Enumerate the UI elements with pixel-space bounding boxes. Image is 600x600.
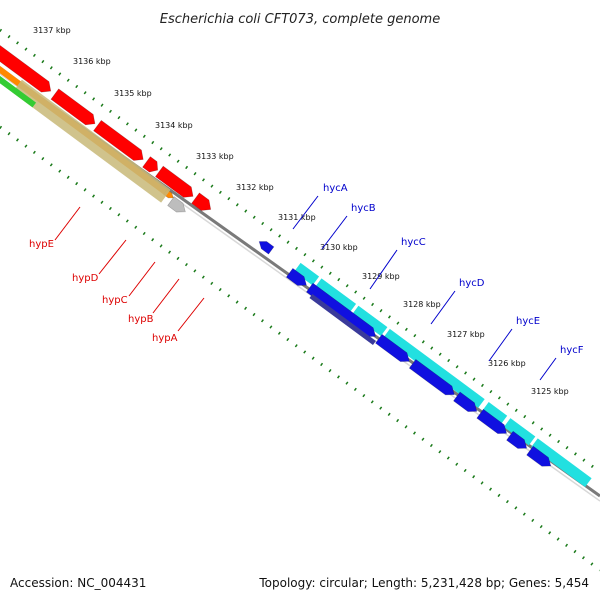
ruler-label: 3137 kbp <box>33 26 71 35</box>
gene-label-hycB: hycB <box>351 203 376 214</box>
blue-gene-8 <box>526 445 552 467</box>
ruler-label: 3132 kbp <box>236 183 274 192</box>
gene-label-leader <box>177 297 205 332</box>
khaki-gene-block <box>12 79 171 203</box>
ruler-label: 3135 kbp <box>114 89 152 98</box>
red-gene-5 <box>155 165 194 198</box>
cyan-gene-7 <box>531 438 592 488</box>
red-gene-3 <box>93 119 144 161</box>
gene-label-hycC: hycC <box>401 237 426 248</box>
gene-label-leader <box>292 195 319 230</box>
ruler-label: 3129 kbp <box>362 272 400 281</box>
blue-gene-6 <box>476 408 507 434</box>
blue-gene-2 <box>305 282 376 337</box>
gene-label-hycF: hycF <box>560 345 584 356</box>
ruler-dotted-lines <box>0 28 600 572</box>
cyan-gene-5 <box>482 402 508 425</box>
gene-features <box>0 17 592 488</box>
blue-gene-7 <box>506 430 528 449</box>
gene-label-leader <box>488 328 513 362</box>
gene-label-hypB: hypB <box>128 314 154 325</box>
blue-gene-1 <box>285 267 307 286</box>
gene-label-leader <box>321 215 348 250</box>
ruler-dotted-line-upper <box>0 28 600 474</box>
gene-label-leader <box>98 239 127 275</box>
gene-label-hypE: hypE <box>29 239 54 250</box>
ruler-label: 3130 kbp <box>320 243 358 252</box>
ruler-label: 3125 kbp <box>531 387 569 396</box>
gene-label-hycE: hycE <box>516 316 540 327</box>
cyan-gene-4 <box>383 328 485 408</box>
ruler-label: 3133 kbp <box>196 152 234 161</box>
gene-label-leader <box>152 278 180 314</box>
ruler-label: 3128 kbp <box>403 300 441 309</box>
feature-track-group <box>0 17 592 488</box>
gene-label-leader <box>128 261 156 297</box>
red-gene-4 <box>142 156 159 173</box>
gene-label-leader <box>54 206 81 241</box>
dark-blue-gene <box>309 293 376 345</box>
cyan-gene-2 <box>314 278 357 313</box>
blue-gene-3 <box>375 333 410 362</box>
blue-gene-0 <box>258 241 275 255</box>
ruler-dotted-line-lower <box>0 125 600 572</box>
gene-label-hycA: hycA <box>323 183 348 194</box>
gray-gene <box>167 196 186 213</box>
green-gene-track <box>0 37 37 108</box>
red-gene-2 <box>50 88 96 126</box>
accession-text: Accession: NC_004431 <box>10 576 146 590</box>
ruler-label: 3131 kbp <box>278 213 316 222</box>
gene-label-hycD: hycD <box>459 278 485 289</box>
blue-gene-4 <box>408 358 455 396</box>
gene-label-leader <box>369 249 398 290</box>
ruler-labels: 3137 kbp 3136 kbp 3135 kbp 3134 kbp 3133 kbp… <box>33 26 569 396</box>
topology-summary: Topology: circular; Length: 5,231,428 bp… <box>258 576 589 590</box>
gene-label-hypC: hypC <box>102 295 128 306</box>
cyan-gene-1 <box>294 262 320 286</box>
cyan-gene-3 <box>351 305 388 336</box>
ruler-label: 3136 kbp <box>73 57 111 66</box>
gene-label-hypA: hypA <box>152 333 178 344</box>
red-gene-1 <box>0 17 52 93</box>
gene-label-leader <box>539 357 557 381</box>
genome-title: Escherichia coli CFT073, complete genome <box>160 12 440 27</box>
cyan-gene-6 <box>503 418 536 446</box>
ruler-label: 3134 kbp <box>155 121 193 130</box>
red-gene-6 <box>191 192 212 211</box>
gene-label-hypD: hypD <box>72 273 99 284</box>
ruler-label: 3126 kbp <box>488 359 526 368</box>
blue-gene-5 <box>453 391 478 412</box>
gene-label-leader <box>430 290 456 325</box>
ruler-label: 3127 kbp <box>447 330 485 339</box>
